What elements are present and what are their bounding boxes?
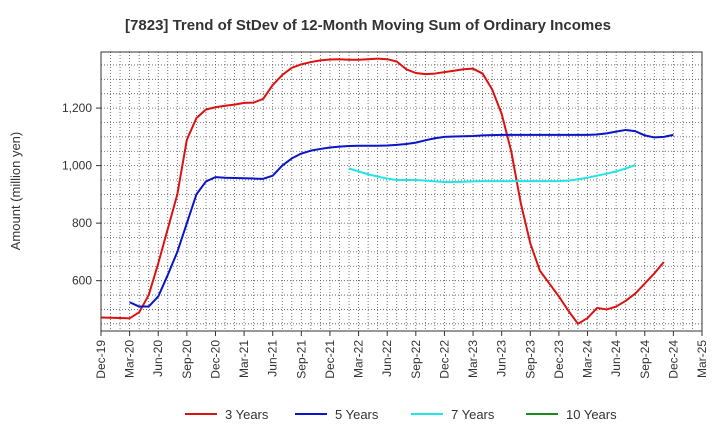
- series-lines: [100, 57, 674, 325]
- x-tick-label: Mar-25: [695, 340, 709, 378]
- series-line-5-years: [129, 128, 674, 308]
- x-tick-label: Sep-24: [638, 340, 652, 379]
- series-line-3-years: [100, 57, 665, 325]
- series-line-7-years: [348, 164, 636, 184]
- legend-label: 3 Years: [225, 407, 269, 422]
- y-tick-label: 1,000: [62, 159, 92, 173]
- legend: 3 Years 5 Years 7 Years 10 Years: [185, 407, 617, 422]
- x-tick-label: Dec-24: [666, 340, 680, 379]
- grid: [101, 52, 702, 331]
- x-tick-label: Dec-23: [552, 340, 566, 379]
- x-tick-label: Mar-23: [466, 340, 480, 378]
- chart-title: [7823] Trend of StDev of 12-Month Moving…: [125, 17, 611, 34]
- legend-label: 5 Years: [335, 407, 379, 422]
- x-tick-label: Dec-20: [208, 340, 222, 379]
- x-tick-label: Sep-20: [180, 340, 194, 379]
- x-tick-label: Jun-22: [380, 340, 394, 377]
- x-tick-label: Sep-22: [409, 340, 423, 379]
- x-axis: Dec-19 Mar-20 Jun-20 Sep-20 Dec-20 Mar-21 Jun-…: [94, 331, 709, 379]
- legend-label: 7 Years: [451, 407, 495, 422]
- y-tick-label: 800: [72, 216, 92, 230]
- x-tick-label: Dec-22: [437, 340, 451, 379]
- x-tick-label: Mar-24: [581, 340, 595, 378]
- y-tick-label: 600: [72, 274, 92, 288]
- x-tick-label: Dec-21: [323, 340, 337, 379]
- x-tick-label: Jun-21: [266, 340, 280, 377]
- x-tick-label: Jun-24: [609, 340, 623, 377]
- y-tick-label: 1,200: [62, 101, 92, 115]
- legend-label: 10 Years: [566, 407, 617, 422]
- x-tick-label: Jun-23: [495, 340, 509, 377]
- x-tick-label: Jun-20: [151, 340, 165, 377]
- plot-frame: [100, 51, 703, 332]
- x-tick-label: Sep-23: [523, 340, 537, 379]
- x-tick-label: Mar-21: [237, 340, 251, 378]
- y-axis-label: Amount (million yen): [8, 132, 23, 251]
- x-tick-label: Dec-19: [94, 340, 108, 379]
- y-axis: 600 800 1,000 1,200: [62, 101, 101, 288]
- x-tick-label: Sep-21: [294, 340, 308, 379]
- x-tick-label: Mar-22: [352, 340, 366, 378]
- x-tick-label: Mar-20: [123, 340, 137, 378]
